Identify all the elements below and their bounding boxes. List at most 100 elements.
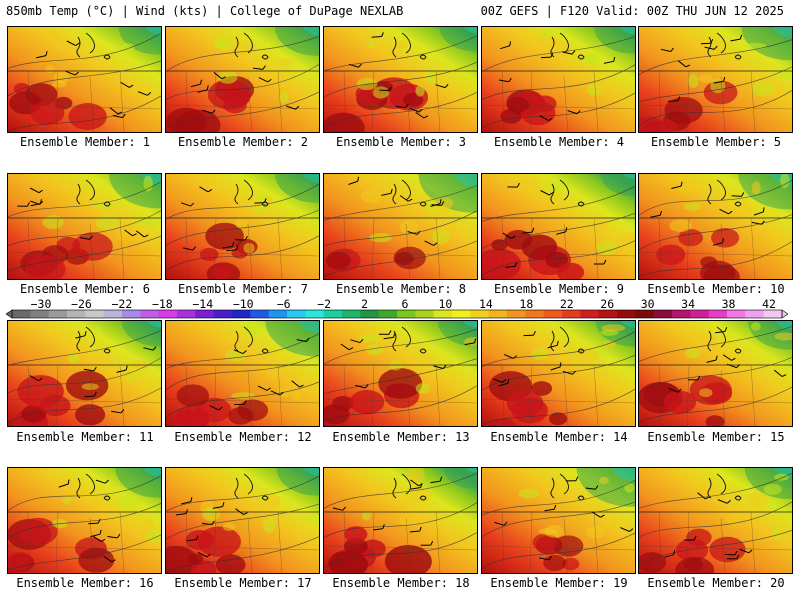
wind-barb (75, 331, 87, 339)
temperature-patch (372, 86, 389, 99)
wind-barb (116, 365, 128, 373)
temperature-patch (544, 181, 565, 191)
wind-barb (739, 548, 753, 554)
wind-barb (286, 105, 300, 110)
temperature-field (324, 174, 477, 279)
wind-barb (498, 378, 510, 387)
height-contour (324, 472, 477, 509)
temperature-patch (262, 517, 276, 533)
ensemble-member-label: Ensemble Member: 6 (19, 282, 151, 296)
wind-barb (585, 485, 599, 490)
wind-barb (84, 391, 97, 398)
temperature-patch (52, 80, 67, 88)
wind-barb (567, 110, 581, 115)
temperature-field (166, 321, 319, 426)
state-boundaries (8, 70, 161, 132)
colorbar-tick-label: −26 (71, 297, 92, 311)
colorbar-tick-label: −2 (317, 297, 332, 311)
height-contour (639, 501, 792, 538)
temperature-patch (617, 232, 635, 245)
height-contour (639, 179, 792, 216)
wind-barb (505, 262, 518, 268)
cool-air-core (146, 321, 161, 328)
colorbar-swatch (250, 310, 270, 318)
warm-air-region (506, 96, 530, 113)
colorbar-tick-label: 34 (681, 297, 696, 311)
ensemble-member-label: Ensemble Member: 2 (177, 135, 309, 149)
ensemble-member-label: Ensemble Member: 9 (493, 282, 625, 296)
ensemble-member-map (165, 173, 320, 280)
temperature-patch (96, 214, 120, 231)
wind-barb (522, 227, 535, 234)
temperature-patch (601, 324, 626, 332)
wind-barb (550, 362, 562, 371)
height-contour (8, 502, 161, 539)
temperature-field (8, 27, 161, 132)
temperature-field (324, 321, 477, 426)
height-contour (166, 333, 319, 369)
wind-barb (671, 181, 683, 189)
wind-barb (410, 483, 423, 490)
wind-barb (30, 200, 44, 205)
temperature-field (639, 27, 792, 132)
temperature-field (324, 27, 477, 132)
temperature-patch (389, 360, 402, 371)
temperature-patch (774, 473, 789, 481)
height-contour (639, 386, 792, 423)
wind-barb (124, 229, 137, 237)
temperature-patch (415, 383, 430, 394)
height-contour (324, 532, 477, 568)
colorbar-swatch (378, 310, 398, 318)
wind-barb (112, 113, 126, 119)
wind-barb (120, 81, 134, 88)
temperature-patch (595, 240, 617, 256)
wind-barb (258, 77, 272, 83)
warm-air-region (482, 248, 521, 279)
warm-air-region (532, 533, 558, 552)
colorbar-swatch (140, 310, 160, 318)
cool-air-core (466, 468, 477, 473)
temperature-patch (401, 517, 425, 526)
cool-air-core (303, 468, 319, 476)
coastline (550, 326, 585, 354)
height-contour (8, 475, 161, 511)
wind-barb (407, 230, 421, 235)
warm-air-region (403, 92, 424, 107)
temperature-patch (306, 513, 319, 524)
temperature-patch (68, 352, 80, 364)
warm-air-region (663, 390, 697, 414)
wind-barb (498, 77, 512, 83)
warm-air-region (491, 239, 508, 251)
height-contour (8, 357, 161, 394)
height-contour (639, 39, 792, 75)
warm-air-region (378, 368, 423, 399)
warm-air-region (703, 264, 740, 279)
wind-barb (539, 555, 553, 561)
warm-air-region (228, 407, 254, 425)
height-contour (8, 235, 161, 272)
colorbar-tick-label: −6 (276, 297, 291, 311)
colorbar-swatch (708, 310, 728, 318)
warm-air-region (21, 405, 47, 423)
ensemble-member-label: Ensemble Member: 8 (335, 282, 467, 296)
wind-barb (562, 370, 577, 375)
colorbar-swatch (268, 310, 288, 318)
wind-barb (539, 115, 553, 122)
colorbar-swatch (122, 310, 141, 318)
height-contour (639, 241, 792, 277)
wind-barb (270, 390, 284, 396)
colorbar-swatch (727, 310, 746, 318)
wind-barb (409, 526, 422, 533)
ensemble-member-map (638, 467, 793, 574)
temperature-field (639, 174, 792, 279)
temperature-patch (358, 334, 381, 343)
wind-barb (181, 202, 195, 207)
height-contour (482, 532, 635, 569)
height-contour (8, 60, 161, 97)
ensemble-member-map (165, 467, 320, 574)
temperature-patch (42, 215, 64, 230)
colorbar-swatch (213, 310, 233, 318)
cool-air-region (115, 468, 161, 498)
warm-air-region (343, 538, 368, 555)
ensemble-member-label: Ensemble Member: 18 (332, 576, 470, 590)
